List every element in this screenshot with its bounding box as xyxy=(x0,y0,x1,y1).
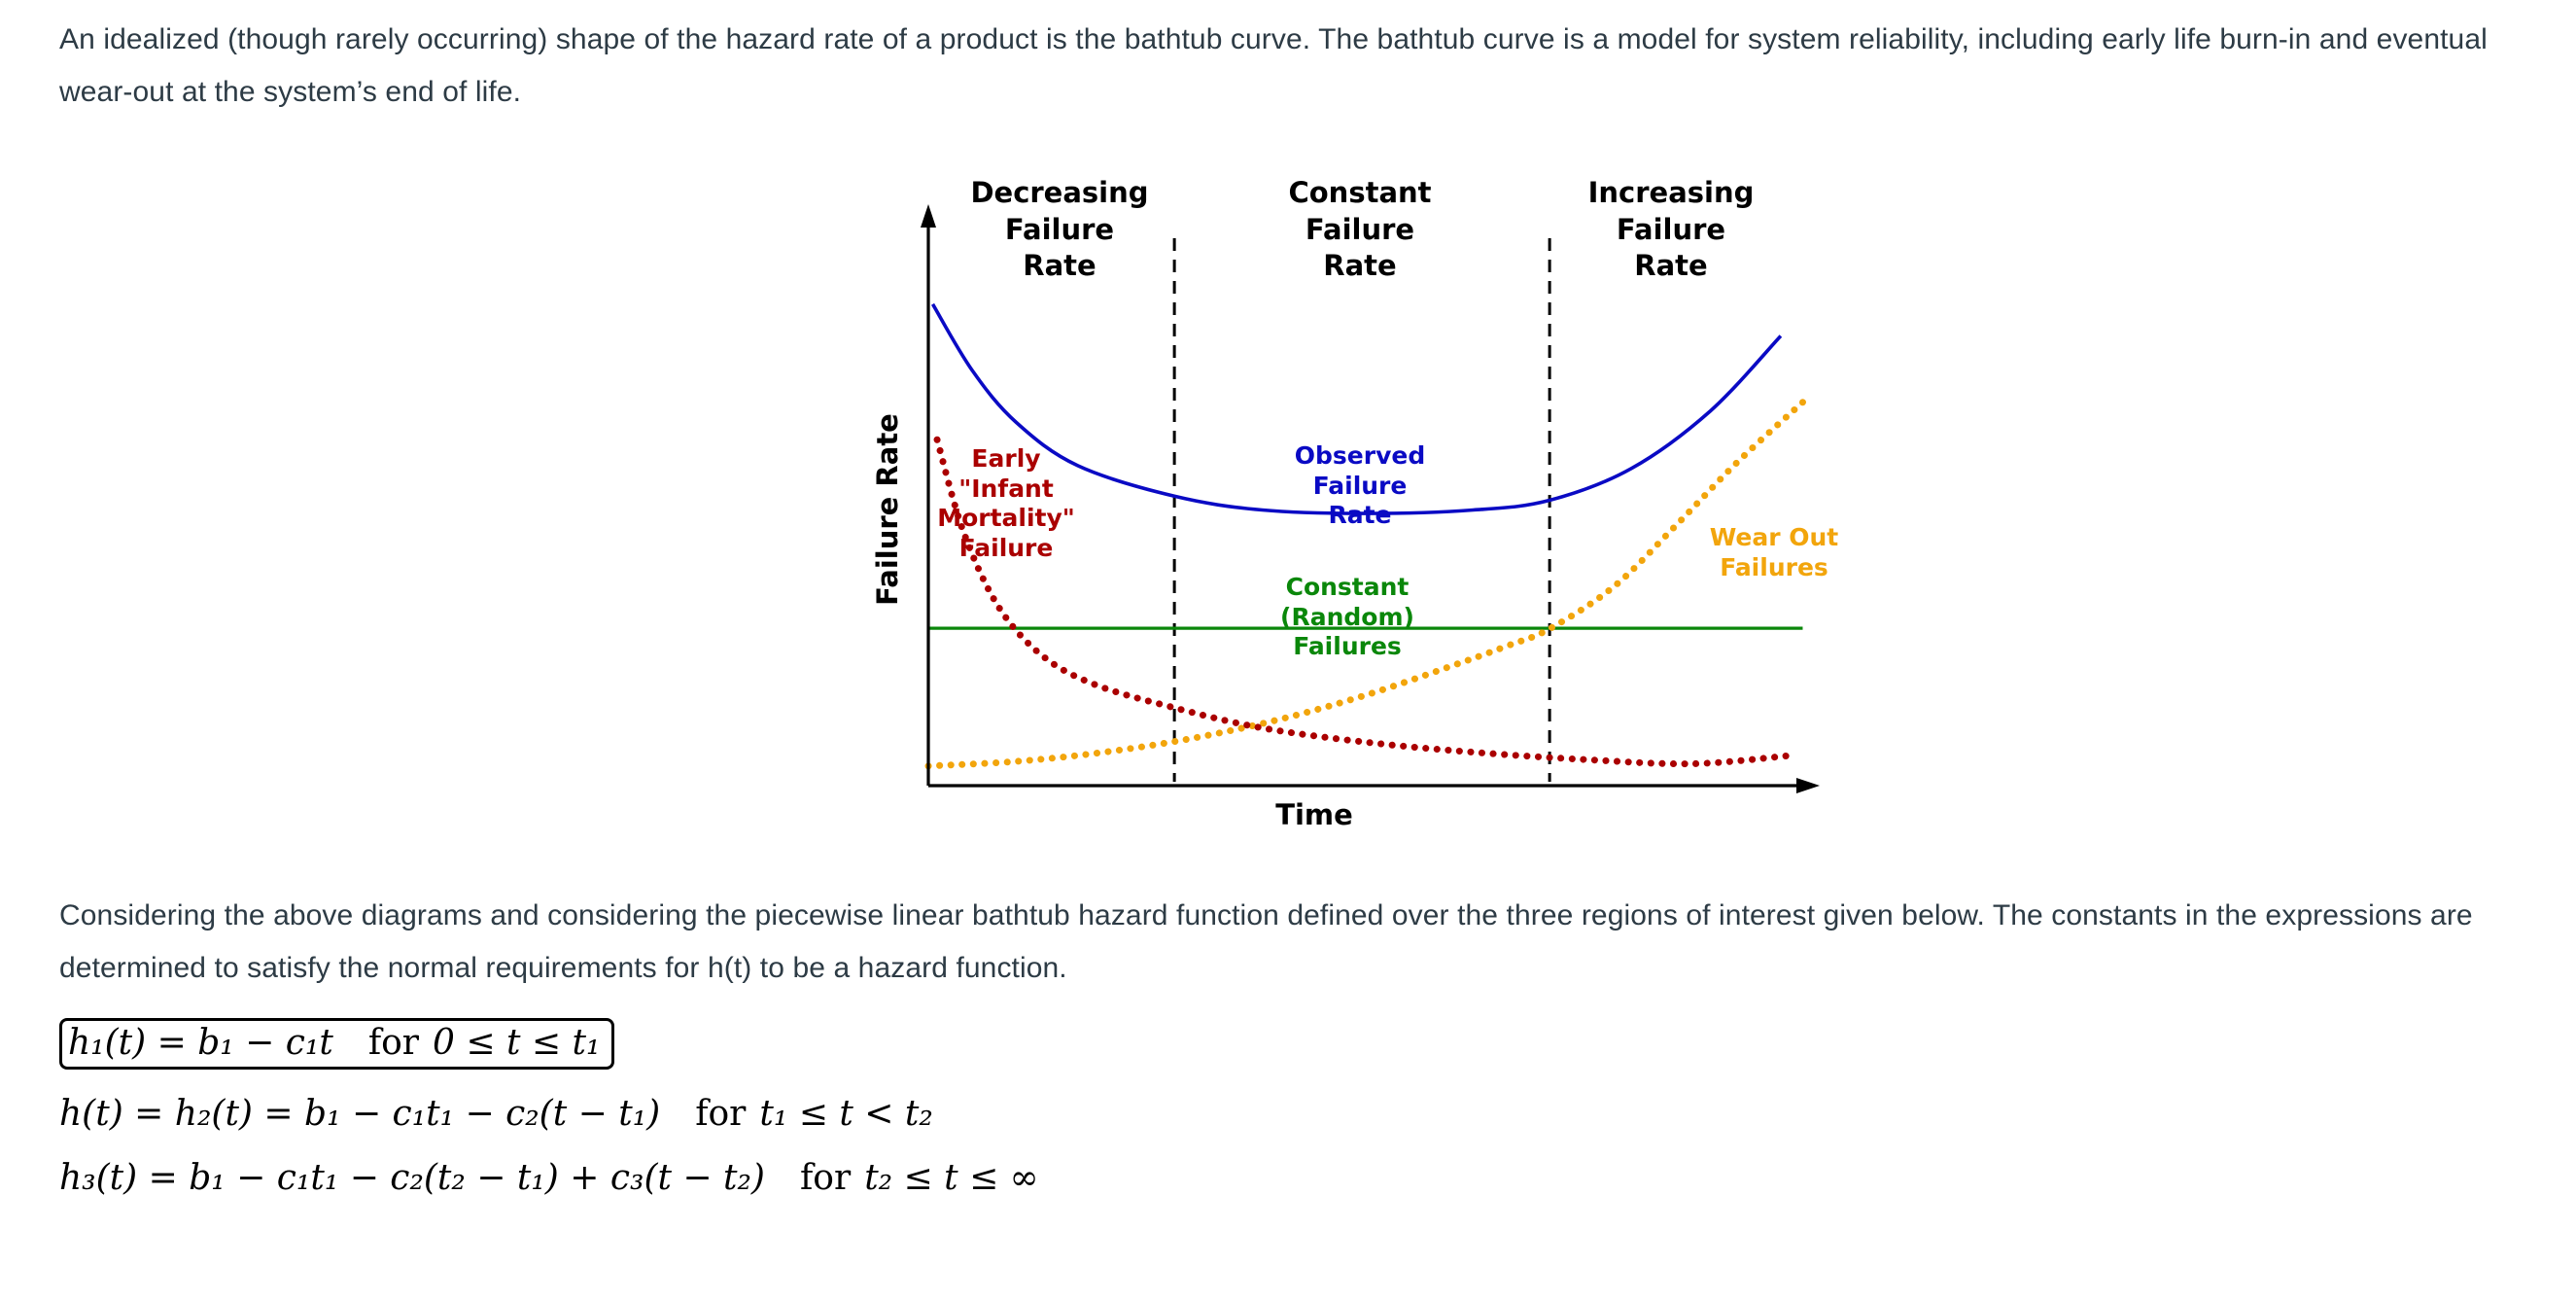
equation-2-range: t₁ ≤ t < t₂ xyxy=(759,1094,933,1134)
equation-row-2: h(t) = h₂(t) = b₁ − c₁t₁ − c₂(t − t₁) for… xyxy=(59,1093,2527,1134)
observed-failure-rate-curve xyxy=(930,302,1783,515)
page-root: An idealized (though rarely occurring) s… xyxy=(59,23,2527,1198)
region-label-decreasing: Decreasing Failure Rate xyxy=(970,176,1149,283)
equation-1-range: 0 ≤ t ≤ t₁ xyxy=(433,1023,601,1063)
x-axis-label: Time xyxy=(1275,798,1353,831)
equation-3-range: t₂ ≤ t ≤ ∞ xyxy=(864,1158,1039,1198)
equation-1-for-keyword: for xyxy=(367,1023,420,1063)
infant-mortality-label: Early "Infant Mortality" Failure xyxy=(937,444,1075,562)
bathtub-curve-figure: Decreasing Failure Rate Constant Failure… xyxy=(826,165,1857,836)
x-axis-arrow-icon xyxy=(1796,778,1820,793)
equation-1-expression: h₁(t) = b₁ − c₁t xyxy=(68,1023,333,1063)
equation-3-expression: h₃(t) = b₁ − c₁t₁ − c₂(t₂ − t₁) + c₃(t −… xyxy=(59,1158,765,1198)
intro-paragraph: An idealized (though rarely occurring) s… xyxy=(59,23,2488,108)
bathtub-curve-canvas xyxy=(921,204,1820,793)
body-paragraph: Considering the above diagrams and consi… xyxy=(59,899,2473,984)
equation-1-box: h₁(t) = b₁ − c₁t for 0 ≤ t ≤ t₁ xyxy=(59,1018,615,1070)
equation-2-expression: h(t) = h₂(t) = b₁ − c₁t₁ − c₂(t − t₁) xyxy=(59,1094,661,1134)
region-label-increasing: Increasing Failure Rate xyxy=(1587,176,1755,283)
equations-block: h₁(t) = b₁ − c₁t for 0 ≤ t ≤ t₁ h(t) = h₂(… xyxy=(59,1018,2527,1198)
equation-2-for-keyword: for xyxy=(695,1094,747,1134)
constant-random-failures-label: Constant (Random) Failures xyxy=(1280,573,1414,660)
equation-row-1: h₁(t) = b₁ − c₁t for 0 ≤ t ≤ t₁ xyxy=(59,1018,2527,1070)
y-axis-arrow-icon xyxy=(921,204,936,228)
region-label-constant: Constant Failure Rate xyxy=(1288,176,1432,283)
equation-row-3: h₃(t) = b₁ − c₁t₁ − c₂(t₂ − t₁) + c₃(t −… xyxy=(59,1157,2527,1198)
wear-out-failures-label: Wear Out Failures xyxy=(1709,523,1839,581)
observed-failure-rate-label: Observed Failure Rate xyxy=(1294,441,1426,529)
y-axis-label: Failure Rate xyxy=(871,413,904,606)
wear-out-failures-curve xyxy=(924,399,1806,770)
infant-mortality-failure-curve xyxy=(933,436,1793,768)
equation-3-for-keyword: for xyxy=(799,1158,852,1198)
